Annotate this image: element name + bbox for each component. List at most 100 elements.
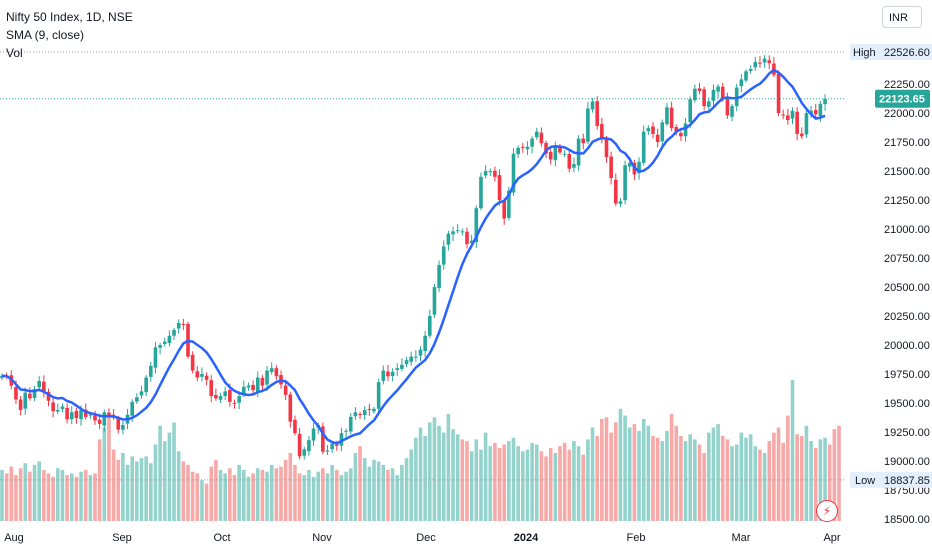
volume-bar [232,475,237,521]
volume-bar [237,464,241,521]
low-value-bg [878,471,932,488]
volume-bar [274,468,279,521]
candle-body [283,385,288,395]
volume-bar [344,471,348,521]
volume-bar [544,456,548,521]
volume-bar [269,464,274,521]
volume-bar [507,441,511,521]
candle-body [367,408,372,410]
price-tick-label: 19000.00 [884,456,930,468]
candle-body [711,89,716,101]
volume-bar [781,442,785,521]
price-axis[interactable]: 22250.00 22000.00 21750.00 21500.00 21250.00… [850,44,932,526]
time-tick-label: Nov [312,532,332,544]
volume-bar [623,415,627,521]
candle-body [758,62,762,64]
volume-bar [786,415,790,521]
volume-bar [121,453,125,521]
volume-bar [395,475,400,521]
candle-body [172,329,176,336]
volume-bar [139,458,144,521]
candle-body [572,164,576,168]
candle-body [139,391,144,396]
candle-body [214,395,218,399]
candle-body [288,394,293,422]
candle-body [32,389,37,399]
symbol-title[interactable]: Nifty 50 Index, 1D, NSE [6,10,133,24]
candle-body [23,392,28,409]
candle-body [595,101,599,126]
last-price-value: 22123.65 [879,94,925,106]
volume-bar [702,453,706,521]
candle-body [414,356,418,358]
candle-body [525,146,530,150]
volume-bar [446,413,451,521]
candle-body [260,377,265,386]
time-tick-label: 2024 [514,532,539,544]
volume-bar [218,470,223,521]
candle-body [646,128,651,132]
volume-bar [516,446,520,521]
candle-body [358,414,362,416]
volume-bar [776,427,781,521]
candle-body [437,265,441,289]
volume-bar [758,449,762,521]
candle-body [479,176,483,209]
volume-bar [335,470,339,521]
volume-bar [321,468,325,521]
volume-bar [679,436,683,521]
candle-body [767,60,772,64]
volume-bar [302,475,307,521]
price-tick-label: 19750.00 [884,369,930,381]
volume-legend[interactable]: Vol [6,46,23,60]
candle-body [665,107,669,125]
volume-bar [790,379,795,521]
volume-bar [720,436,725,521]
volume-bar [572,441,576,521]
volume-bar [51,476,55,521]
volume-bar [683,441,688,521]
candle-body [293,419,297,434]
candle-body [507,190,511,218]
volume-bar [404,458,409,521]
volume-bar [223,473,227,521]
volume-bar [69,473,74,521]
lightning-icon[interactable]: ⚡ [816,500,838,522]
price-tick-label: 21250.00 [884,195,930,207]
high-label-bg [850,44,878,60]
candle-body [386,371,390,377]
candle-body [469,240,474,244]
time-axis[interactable]: Aug Sep Oct Nov Dec 2024 Feb Mar Apr [4,532,841,544]
candle-body [162,341,167,344]
price-tick-label: 22250.00 [884,79,930,91]
candle-body [144,377,148,393]
candle-body [818,103,823,116]
price-tick-label: 21750.00 [884,137,930,149]
candle-body [130,401,134,416]
volume-bar [716,424,720,521]
volume-bar [651,436,655,521]
volume-bar [697,444,702,521]
candle-body [311,428,316,441]
sma-legend[interactable]: SMA (9, close) [6,28,85,42]
sma-line [1,68,826,445]
volume-bar [600,419,604,521]
candle-body [446,233,451,245]
currency-button[interactable]: INR [882,6,922,28]
candle-body [441,246,446,265]
candle-body [544,142,548,154]
candle-body [558,146,562,153]
volume-bar [107,415,111,521]
candle-body [465,231,469,245]
volume-bar [423,436,427,521]
candle-body [395,368,400,370]
volume-bar [88,475,93,521]
volume-bar [772,432,776,521]
time-tick-label: Dec [416,532,436,544]
candle-body [669,107,674,129]
candle-body [218,396,223,400]
candle-body [265,370,269,385]
volume-bar [195,473,200,521]
volume-bar [32,464,37,521]
